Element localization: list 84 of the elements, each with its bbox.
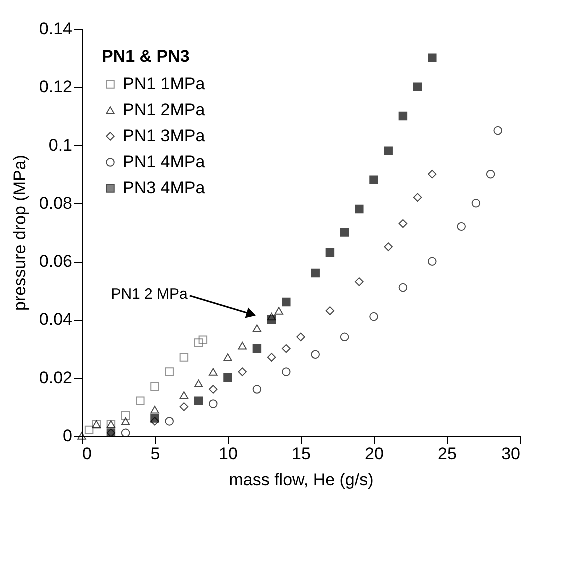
point [370, 312, 378, 322]
point [398, 219, 408, 228]
legend-label: PN1 2MPa [123, 100, 206, 120]
legend-title: PN1 & PN3 [102, 47, 190, 66]
legend-label: PN1 3MPa [123, 126, 206, 146]
point [209, 368, 218, 376]
point [267, 353, 276, 362]
x-tick-label: 30 [502, 444, 520, 464]
x-axis-title: mass flow, He (g/s) [229, 470, 374, 490]
y-tick-label: 0.02 [39, 368, 72, 388]
point [311, 268, 320, 278]
y-tick-label: 0.14 [39, 20, 72, 38]
point [209, 385, 218, 394]
point [326, 248, 335, 258]
legend-label: PN1 1MPa [123, 74, 206, 94]
point [384, 242, 393, 252]
point [486, 170, 496, 179]
point [150, 382, 160, 391]
point [165, 368, 174, 376]
point [413, 193, 422, 202]
point [252, 385, 262, 394]
point [494, 126, 502, 136]
point [121, 411, 130, 420]
point [180, 353, 189, 362]
y-tick-label: 0 [63, 426, 72, 446]
point [326, 306, 335, 316]
point [267, 315, 276, 324]
point [180, 391, 189, 400]
point [282, 298, 291, 307]
point [252, 344, 262, 354]
point [428, 170, 437, 179]
point [121, 428, 130, 438]
point [198, 336, 208, 344]
x-tick-label: 5 [150, 444, 160, 464]
annotation: PN1 2 MPa [111, 286, 189, 303]
point [370, 176, 378, 185]
point [398, 112, 408, 121]
point [296, 332, 306, 342]
point [311, 350, 320, 359]
y-tick-label: 0.12 [39, 78, 72, 97]
point [340, 332, 350, 342]
point [282, 344, 291, 354]
x-tick-label: 20 [365, 444, 384, 464]
point [282, 368, 291, 376]
point [274, 307, 284, 315]
point [121, 418, 130, 426]
point [209, 400, 218, 408]
point [136, 396, 145, 406]
y-tick-label: 0.04 [39, 310, 72, 330]
y-axis-title: pressure drop (MPa) [10, 155, 30, 311]
point [194, 338, 204, 348]
point [428, 54, 437, 62]
point [252, 324, 262, 332]
point [428, 257, 437, 266]
point [78, 432, 86, 440]
legend-label: PN3 4MPa [123, 178, 206, 198]
point [194, 396, 204, 406]
point [355, 204, 364, 214]
point [238, 342, 247, 350]
point [238, 368, 247, 376]
y-tick-label: 0.08 [39, 194, 72, 213]
legend-label: PN1 4MPa [123, 152, 206, 172]
point [413, 82, 422, 92]
point [472, 199, 481, 208]
point [340, 228, 350, 237]
point [150, 414, 160, 423]
point [384, 146, 393, 156]
x-tick-label: 25 [438, 444, 457, 464]
point [457, 222, 466, 232]
y-tick-label: 0.06 [39, 252, 72, 272]
point [398, 283, 408, 292]
point [224, 373, 232, 382]
x-tick-label: 10 [219, 444, 238, 464]
point [150, 406, 160, 414]
x-tick-label: 0 [82, 444, 92, 464]
point [180, 402, 189, 412]
point [267, 312, 276, 321]
x-tick-label: 15 [292, 444, 311, 464]
point [355, 278, 364, 286]
point [84, 426, 94, 435]
y-tick-label: 0.1 [48, 136, 72, 155]
point [224, 354, 232, 362]
point [165, 417, 174, 426]
point [194, 380, 204, 388]
